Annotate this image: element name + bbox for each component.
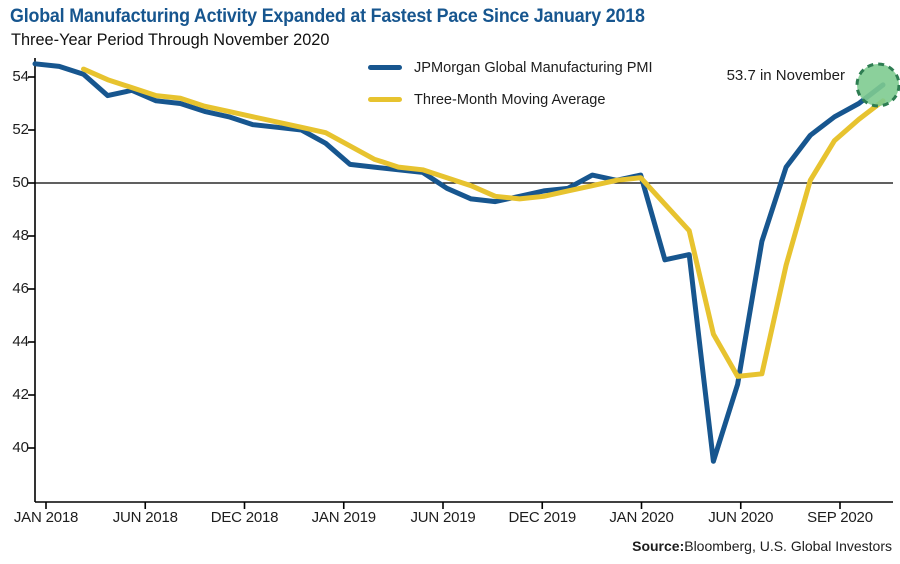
source-credit: Source:Bloomberg, U.S. Global Investors <box>632 538 892 554</box>
pmi-line-swatch <box>368 64 402 70</box>
legend-item-pmi: JPMorgan Global Manufacturing PMI <box>368 58 660 76</box>
y-tick-label: 54 <box>12 68 29 85</box>
chart-title: Global Manufacturing Activity Expanded a… <box>10 6 645 27</box>
y-tick-label: 40 <box>12 439 29 456</box>
x-tick-label: JAN 2020 <box>609 509 674 526</box>
legend-label-moving-average: Three-Month Moving Average <box>414 90 606 108</box>
legend-item-moving-average: Three-Month Moving Average <box>368 90 660 108</box>
chart-subtitle: Three-Year Period Through November 2020 <box>11 30 330 49</box>
latest-value-annotation: 53.7 in November <box>726 67 845 84</box>
x-tick-label: JAN 2019 <box>311 509 376 526</box>
x-tick-label: DEC 2019 <box>508 509 577 526</box>
y-tick-label: 48 <box>12 227 29 244</box>
moving-average-swatch <box>368 96 402 102</box>
x-tick-label: JUN 2018 <box>112 509 178 526</box>
x-tick-label: DEC 2018 <box>210 509 279 526</box>
chart-legend: JPMorgan Global Manufacturing PMI Three-… <box>368 58 660 122</box>
x-tick-label: JAN 2018 <box>13 509 79 526</box>
highlight-circle <box>855 62 900 108</box>
x-tick-label: JUN 2020 <box>708 509 774 526</box>
x-tick-label: JUN 2019 <box>410 509 476 526</box>
pmi-line <box>32 61 886 464</box>
y-tick-label: 44 <box>12 333 29 350</box>
moving-average-line <box>81 66 886 379</box>
y-tick-label: 42 <box>12 386 29 403</box>
y-tick-label: 50 <box>12 174 29 191</box>
y-tick-label: 52 <box>12 121 29 138</box>
legend-label-pmi: JPMorgan Global Manufacturing PMI <box>414 58 653 76</box>
y-tick-label: 46 <box>12 280 29 297</box>
x-tick-label: SEP 2020 <box>807 509 873 526</box>
source-text: Bloomberg, U.S. Global Investors <box>684 538 892 554</box>
source-label: Source: <box>632 538 685 554</box>
